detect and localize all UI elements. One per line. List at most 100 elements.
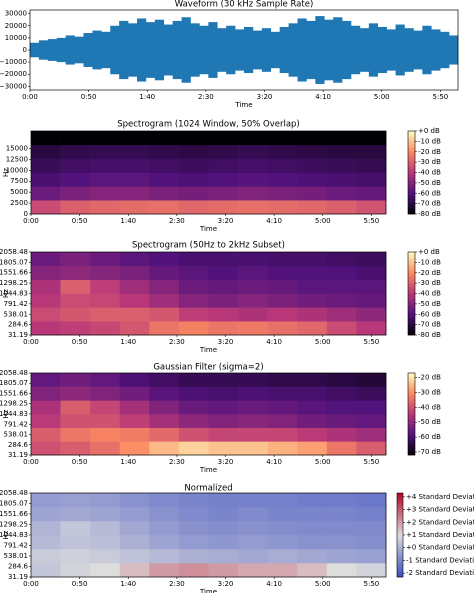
x-tick-label: 5:50 (433, 93, 449, 101)
heatmap-cell (297, 535, 328, 550)
colorbar-step (397, 519, 403, 522)
colorbar-step (408, 446, 415, 449)
heatmap-cell (326, 265, 357, 280)
y-tick-label: 1298.25 (0, 520, 28, 528)
waveform-segment (252, 30, 263, 70)
heatmap-cell (326, 172, 357, 187)
heatmap-cell (208, 493, 239, 508)
heatmap-cell (31, 186, 61, 201)
heatmap-cell (90, 386, 121, 401)
colorbar-tick-label: -40 dB (418, 169, 441, 177)
x-tick-label: 4:10 (266, 217, 282, 225)
heatmap-cell (208, 535, 239, 550)
chart-title: Gaussian Filter (sigma=2) (153, 363, 263, 373)
heatmap-cell (119, 414, 150, 428)
heatmap-cell (356, 521, 387, 536)
x-tick-label: 4:10 (266, 458, 282, 466)
heatmap-cell (238, 427, 268, 442)
colorbar-step (408, 282, 415, 285)
heatmap-cell (60, 373, 91, 387)
waveform-segment (83, 33, 93, 67)
colorbar-step (408, 205, 415, 208)
heatmap-cell (31, 549, 61, 564)
colorbar-step (408, 408, 415, 411)
heatmap-cell (31, 252, 61, 267)
colorbar-step (408, 314, 415, 316)
heatmap-cell (356, 373, 387, 387)
colorbar-tick-label: -1 Standard Deviations (406, 556, 474, 564)
colorbar-step (397, 565, 403, 568)
heatmap-cell (208, 279, 239, 294)
colorbar-step (408, 256, 415, 258)
heatmap-cell (238, 373, 268, 387)
y-tick-label: 791.42 (4, 542, 29, 550)
waveform-segment (324, 19, 334, 81)
heatmap-cell (208, 200, 239, 215)
waveform-segment (163, 24, 173, 76)
colorbar-step (408, 160, 415, 162)
colorbar-step (408, 252, 415, 254)
waveform-segment (172, 20, 182, 80)
y-tick-label: 1805.07 (0, 379, 28, 387)
heatmap-cell (31, 158, 61, 173)
heatmap-cell (149, 252, 180, 267)
heatmap-cell (60, 252, 91, 267)
heatmap-cell (267, 373, 298, 387)
colorbar-step (397, 557, 403, 560)
heatmap-cell (297, 265, 328, 280)
heatmap-cell (31, 507, 61, 522)
colorbar-step (397, 540, 403, 543)
heatmap-cell (178, 386, 209, 401)
colorbar-tick-label: -70 dB (418, 448, 441, 456)
heatmap-cell (326, 441, 357, 456)
colorbar-step (408, 411, 415, 413)
colorbar-step (408, 389, 415, 392)
heatmap-cell (178, 293, 209, 308)
heatmap-cell (149, 131, 180, 146)
heatmap-cell (326, 373, 357, 387)
heatmap-cell (178, 521, 209, 536)
colorbar-step (408, 294, 415, 297)
colorbar-step (408, 422, 415, 424)
colorbar-step (408, 326, 415, 329)
x-tick-label: 0:50 (72, 458, 88, 466)
colorbar-step (408, 450, 415, 453)
colorbar-tick-label: -70 dB (418, 321, 441, 329)
y-tick-label: 1044.83 (0, 410, 28, 418)
colorbar-step (408, 429, 415, 431)
colorbar-step (397, 554, 403, 557)
y-tick-label: 2058.48 (0, 369, 28, 377)
heatmap-cell (149, 144, 180, 159)
x-tick-label: 3:20 (218, 217, 234, 225)
heatmap-cell (60, 521, 91, 536)
colorbar-step (408, 381, 415, 383)
colorbar-step (408, 274, 415, 276)
colorbar-step (408, 178, 415, 180)
colorbar-step (397, 537, 403, 540)
heatmap-cell (178, 549, 209, 564)
colorbar-step (397, 547, 403, 550)
colorbar-step (408, 186, 415, 189)
heatmap-cell (208, 321, 239, 336)
heatmap-cell (90, 321, 121, 336)
waveform-segment (65, 35, 75, 65)
heatmap-cell (267, 321, 298, 336)
colorbar-step (408, 281, 415, 283)
colorbar-step (408, 439, 415, 442)
heatmap-cell (178, 186, 209, 201)
heatmap-cell (326, 307, 357, 322)
colorbar-step (408, 166, 415, 169)
heatmap-cell (60, 321, 91, 336)
colorbar-tick-label: -30 dB (418, 279, 441, 287)
waveform-segment (306, 20, 316, 80)
heatmap-cell (356, 172, 387, 187)
colorbar-step (408, 194, 415, 197)
heatmap-cell (178, 535, 209, 550)
colorbar-tick-label: +1 Standard Deviations (406, 531, 474, 539)
colorbar-step (408, 193, 415, 195)
colorbar-step (408, 386, 415, 389)
heatmap-cell (149, 373, 180, 387)
heatmap-cell (119, 158, 150, 173)
heatmap-cell (31, 131, 61, 146)
colorbar-step (408, 175, 415, 177)
